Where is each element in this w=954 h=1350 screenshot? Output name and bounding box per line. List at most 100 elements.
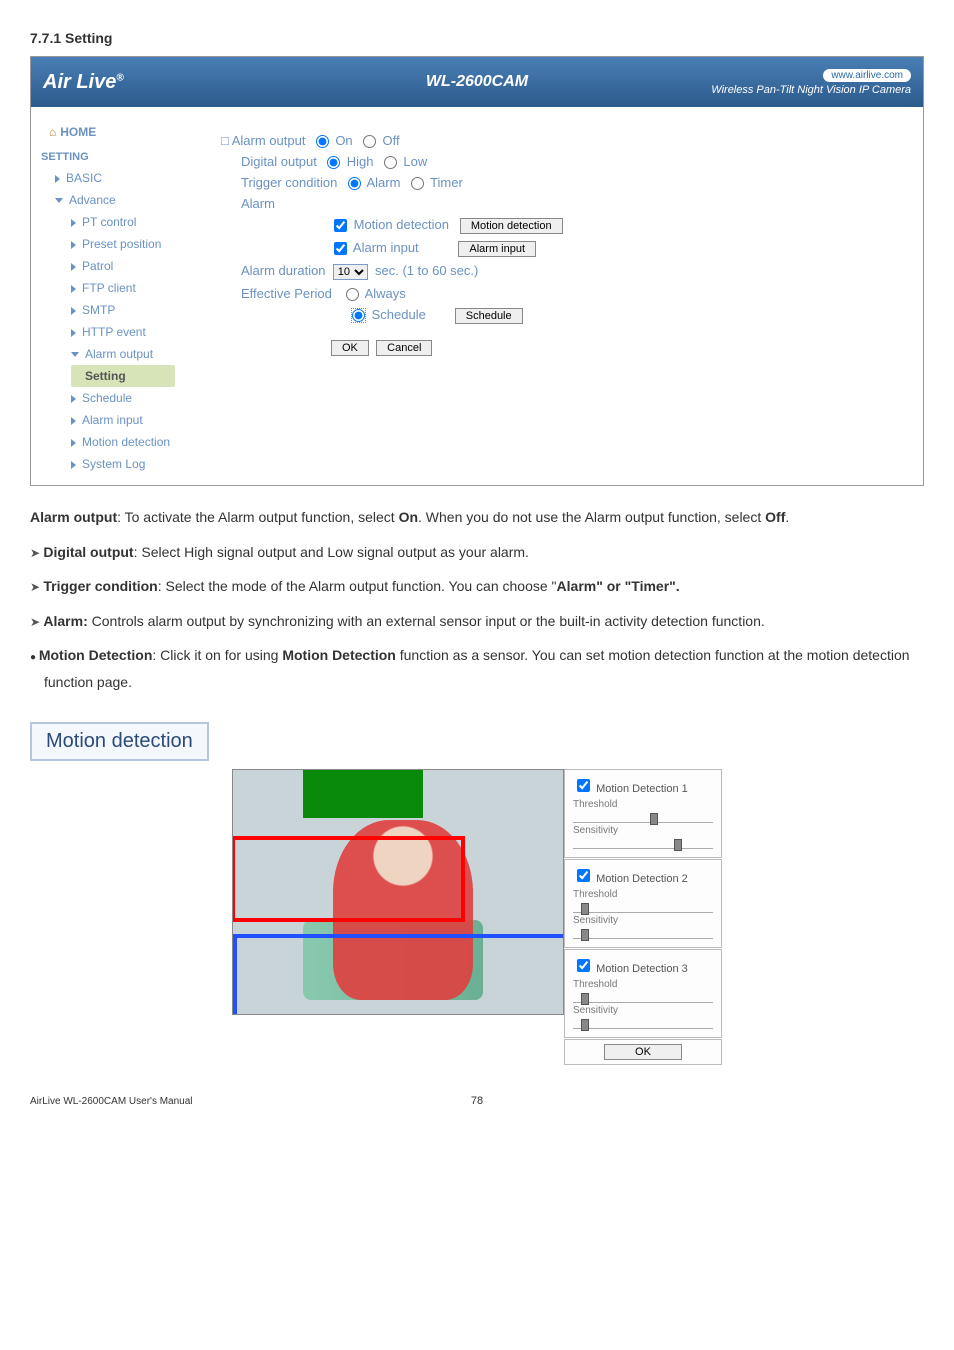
video-preview [232, 769, 564, 1015]
zone-2[interactable] [232, 836, 465, 922]
nav-schedule[interactable]: Schedule [31, 387, 211, 409]
prose-block: Alarm output: To activate the Alarm outp… [30, 504, 924, 696]
nav-advance[interactable]: Advance [31, 189, 211, 211]
nav-http-event[interactable]: HTTP event [31, 321, 211, 343]
zone-3[interactable] [233, 934, 564, 1015]
alarm-input-button[interactable]: Alarm input [458, 241, 536, 257]
alarm-opt-label: Alarm [367, 175, 401, 190]
nav-motion-detection[interactable]: Motion detection [31, 431, 211, 453]
motion-detection-box: Motion detection [30, 722, 209, 761]
sensitivity-slider-2[interactable] [573, 932, 713, 939]
low-label: Low [403, 154, 427, 169]
md-card-title: Motion Detection 1 [596, 783, 688, 795]
md-card-title: Motion Detection 3 [596, 963, 688, 975]
triangle-icon [71, 285, 76, 293]
md-ok-button[interactable]: OK [604, 1044, 682, 1060]
motion-detection-screenshot: Motion Detection 1 Threshold Sensitivity M… [30, 769, 924, 1065]
timer-opt-label: Timer [430, 175, 463, 190]
logo: Air Live® [43, 71, 124, 94]
page-footer: 78 AirLive WL-2600CAM User's Manual [30, 1095, 924, 1107]
triangle-down-icon [71, 352, 79, 357]
section-heading: 7.7.1 Setting [30, 30, 924, 46]
alarm-output-on-radio[interactable] [316, 135, 329, 148]
cancel-button[interactable]: Cancel [376, 340, 432, 356]
md-card-3: Motion Detection 3 Threshold Sensitivity [564, 949, 722, 1038]
content-panel: □ Alarm output On Off Digital output Hig… [211, 107, 923, 485]
threshold-slider-2[interactable] [573, 906, 713, 913]
manual-name: AirLive WL-2600CAM User's Manual [30, 1096, 193, 1107]
triangle-icon [71, 219, 76, 227]
motion-detection-panel: Motion Detection 1 Threshold Sensitivity M… [564, 769, 722, 1065]
md-card-1: Motion Detection 1 Threshold Sensitivity [564, 769, 722, 858]
nav-setting-title: SETTING [31, 147, 211, 167]
threshold-label: Threshold [573, 889, 713, 900]
alarm-input-check[interactable] [334, 242, 347, 255]
effective-period-label: Effective Period [241, 286, 332, 301]
md-enable-check-1[interactable] [577, 779, 590, 792]
motion-detection-label: Motion detection [354, 217, 449, 232]
product-name: WL-2600CAM [426, 73, 528, 91]
alarm-output-label: Alarm output [232, 133, 306, 148]
sensitivity-slider-3[interactable] [573, 1022, 713, 1029]
triangle-icon [71, 307, 76, 315]
schedule-label: Schedule [372, 307, 426, 322]
nav-alarm-output-setting[interactable]: Setting [71, 365, 175, 387]
nav-patrol[interactable]: Patrol [31, 255, 211, 277]
sensitivity-slider-1[interactable] [573, 842, 713, 849]
sensitivity-label: Sensitivity [573, 825, 713, 836]
nav-home[interactable]: ⌂HOME [31, 117, 211, 147]
header-right: www.airlive.com Wireless Pan-Tilt Night … [711, 69, 911, 96]
schedule-button[interactable]: Schedule [455, 308, 523, 324]
motion-detection-button[interactable]: Motion detection [460, 218, 563, 234]
alarm-output-off-radio[interactable] [363, 135, 376, 148]
digital-output-label: Digital output [241, 154, 317, 169]
bullet-alarm: Alarm: Controls alarm output by synchron… [30, 608, 924, 635]
ok-button[interactable]: OK [331, 340, 369, 356]
duration-select[interactable]: 10 [333, 264, 368, 280]
nav-basic[interactable]: BASIC [31, 167, 211, 189]
digital-low-radio[interactable] [384, 156, 397, 169]
square-icon: □ [221, 133, 232, 148]
nav-preset-position[interactable]: Preset position [31, 233, 211, 255]
threshold-slider-1[interactable] [573, 816, 713, 823]
nav-smtp[interactable]: SMTP [31, 299, 211, 321]
para-alarm-output: Alarm output: To activate the Alarm outp… [30, 504, 924, 531]
trigger-condition-label: Trigger condition [241, 175, 337, 190]
motion-detection-check[interactable] [334, 219, 347, 232]
schedule-radio[interactable] [352, 309, 365, 322]
tagline: Wireless Pan-Tilt Night Vision IP Camera [711, 84, 911, 96]
app-header: Air Live® WL-2600CAM www.airlive.com Wir… [31, 57, 923, 107]
always-radio[interactable] [346, 288, 359, 301]
triangle-icon [71, 263, 76, 271]
sidebar: ⌂HOME SETTING BASIC Advance PT control P… [31, 107, 211, 485]
md-enable-check-3[interactable] [577, 959, 590, 972]
threshold-label: Threshold [573, 799, 713, 810]
triangle-icon [71, 461, 76, 469]
url-badge: www.airlive.com [823, 69, 911, 82]
sensitivity-label: Sensitivity [573, 1005, 713, 1016]
trigger-alarm-radio[interactable] [348, 177, 361, 190]
alarm-sub-label: Alarm [241, 196, 275, 211]
alarm-duration-label: Alarm duration [241, 263, 326, 278]
md-enable-check-2[interactable] [577, 869, 590, 882]
alarm-input-label: Alarm input [353, 240, 419, 255]
nav-alarm-output[interactable]: Alarm output [31, 343, 211, 365]
triangle-down-icon [55, 198, 63, 203]
zone-1[interactable] [303, 770, 423, 818]
duration-suffix: sec. (1 to 60 sec.) [375, 263, 478, 278]
nav-ftp-client[interactable]: FTP client [31, 277, 211, 299]
triangle-icon [71, 241, 76, 249]
trigger-timer-radio[interactable] [411, 177, 424, 190]
triangle-icon [71, 395, 76, 403]
triangle-icon [71, 439, 76, 447]
nav-pt-control[interactable]: PT control [31, 211, 211, 233]
always-label: Always [365, 286, 406, 301]
triangle-icon [55, 175, 60, 183]
bullet-trigger-condition: Trigger condition: Select the mode of th… [30, 573, 924, 600]
nav-alarm-input[interactable]: Alarm input [31, 409, 211, 431]
digital-high-radio[interactable] [327, 156, 340, 169]
threshold-label: Threshold [573, 979, 713, 990]
nav-system-log[interactable]: System Log [31, 453, 211, 475]
threshold-slider-3[interactable] [573, 996, 713, 1003]
bullet-digital-output: Digital output: Select High signal outpu… [30, 539, 924, 566]
